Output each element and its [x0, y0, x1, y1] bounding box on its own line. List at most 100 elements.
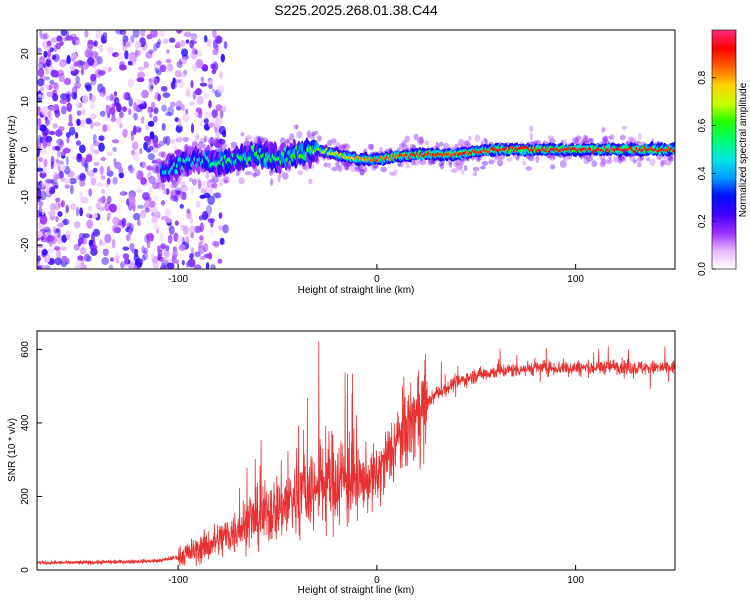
- spectrogram-noise-cell: [45, 68, 49, 75]
- spectrogram-halo-cell: [425, 140, 429, 146]
- spectrogram-halo-cell: [440, 162, 445, 170]
- spectrogram-halo-cell: [600, 158, 607, 165]
- spectrogram-noise-cell: [199, 255, 206, 261]
- spectrogram-noise-cell: [119, 30, 127, 36]
- spectrogram-noise-cell: [63, 218, 68, 226]
- spectrogram-y-tick-label: 20: [20, 48, 31, 60]
- spectrogram-noise-cell: [185, 108, 189, 115]
- spectrogram-noise-cell: [133, 102, 137, 111]
- spectrogram-noise-cell: [109, 107, 116, 115]
- spectrogram-halo-cell: [345, 165, 350, 171]
- spectrogram-noise-cell: [128, 97, 133, 107]
- spectrogram-halo-cell: [464, 140, 471, 148]
- spectrogram-halo-cell: [158, 151, 165, 158]
- spectrogram-noise-cell: [40, 147, 47, 156]
- spectrogram-noise-cell: [102, 248, 109, 257]
- spectrogram-noise-cell: [92, 141, 101, 147]
- spectrogram-halo-cell: [389, 171, 395, 176]
- spectrogram-noise-cell: [152, 224, 161, 231]
- spectrogram-noise-cell: [123, 257, 129, 267]
- spectrogram-noise-cell: [182, 113, 190, 122]
- spectrogram-noise-cell: [125, 234, 131, 242]
- spectrogram-noise-cell: [42, 32, 49, 40]
- spectrogram-halo-cell: [330, 138, 337, 144]
- spectrogram-noise-cell: [180, 39, 186, 47]
- spectrogram-noise-cell: [206, 38, 212, 47]
- spectrogram-noise-cell: [47, 50, 52, 58]
- spectrogram-noise-cell: [151, 253, 155, 261]
- spectrogram-noise-cell: [66, 170, 75, 178]
- spectrogram-noise-cell: [133, 264, 138, 269]
- spectrogram-noise-cell: [79, 178, 86, 187]
- spectrogram-noise-cell: [79, 246, 87, 255]
- spectrogram-noise-cell: [81, 257, 85, 267]
- spectrogram-noise-cell: [93, 40, 98, 47]
- spectrogram-noise-cell: [170, 189, 178, 199]
- spectrogram-noise-cell: [205, 185, 213, 194]
- spectrogram-halo-cell: [244, 137, 249, 145]
- spectrogram-noise-cell: [217, 258, 223, 264]
- spectrogram-noise-cell: [136, 77, 145, 83]
- spectrogram-noise-cell: [85, 117, 92, 125]
- spectrogram-noise-cell: [199, 235, 204, 241]
- spectrogram-halo-cell: [393, 168, 398, 177]
- spectrogram-halo-cell: [460, 157, 465, 166]
- spectrogram-noise-cell: [164, 218, 173, 224]
- spectrogram-noise-cell: [122, 44, 127, 52]
- spectrogram-noise-cell: [172, 178, 176, 185]
- spectrogram-noise-cell: [210, 182, 218, 189]
- spectrogram-noise-cell: [148, 82, 154, 92]
- spectrogram-noise-cell: [206, 179, 212, 188]
- spectrogram-noise-cell: [148, 200, 156, 208]
- spectrogram-noise-cell: [143, 251, 148, 261]
- spectrogram-noise-cell: [130, 54, 138, 65]
- spectrogram-noise-cell: [49, 130, 56, 136]
- spectrogram-noise-cell: [148, 49, 154, 54]
- spectrogram-noise-cell: [116, 117, 122, 126]
- spectrogram-noise-cell: [98, 196, 107, 204]
- spectrogram-halo-cell: [316, 135, 322, 142]
- spectrogram-noise-cell: [59, 98, 68, 104]
- spectrogram-noise-cell: [218, 138, 226, 145]
- spectrogram-halo-cell: [453, 162, 459, 167]
- spectrogram-halo-cell: [244, 171, 252, 176]
- spectrogram-noise-cell: [51, 54, 57, 60]
- spectrogram-noise-cell: [183, 31, 192, 38]
- spectrogram-noise-cell: [122, 35, 129, 43]
- spectrogram-noise-cell: [38, 93, 42, 99]
- spectrogram-halo-cell: [576, 136, 583, 143]
- spectrogram-noise-cell: [190, 80, 194, 89]
- spectrogram-noise-cell: [212, 175, 219, 184]
- spectrogram-noise-cell: [140, 30, 146, 37]
- spectrogram-noise-cell: [209, 228, 214, 235]
- spectrogram-noise-cell: [100, 175, 106, 180]
- spectrogram-noise-cell: [59, 246, 67, 251]
- spectrogram-halo-cell: [601, 127, 606, 133]
- spectrogram-noise-cell: [68, 113, 73, 124]
- spectrogram-halo-cell: [223, 176, 230, 184]
- spectrogram-noise-cell: [139, 148, 143, 155]
- spectrogram-noise-cell: [76, 118, 81, 126]
- spectrogram-halo-cell: [379, 146, 383, 153]
- spectrogram-noise-cell: [85, 84, 92, 92]
- spectrogram-halo-cell: [649, 158, 656, 167]
- spectrogram-halo-cell: [535, 155, 540, 163]
- spectrogram-noise-cell: [46, 138, 51, 147]
- spectrogram-halo-cell: [310, 133, 315, 140]
- spectrogram-noise-cell: [87, 205, 92, 211]
- spectrogram-noise-cell: [61, 218, 70, 226]
- spectrogram-noise-cell: [54, 145, 61, 151]
- spectrogram-noise-cell: [151, 211, 155, 217]
- spectrogram-noise-cell: [85, 154, 93, 163]
- spectrogram-noise-cell: [55, 216, 59, 222]
- spectrogram-noise-cell: [104, 233, 112, 244]
- spectrogram-ridge-cell: [672, 149, 675, 153]
- spectrogram-noise-cell: [64, 77, 72, 86]
- spectrogram-noise-cell: [143, 247, 149, 254]
- spectrogram-noise-cell: [130, 35, 135, 43]
- spectrogram-halo-cell: [314, 130, 319, 135]
- spectrogram-halo-cell: [162, 188, 168, 195]
- spectrogram-noise-cell: [115, 252, 120, 261]
- spectrogram-y-tick-label: -20: [20, 237, 31, 252]
